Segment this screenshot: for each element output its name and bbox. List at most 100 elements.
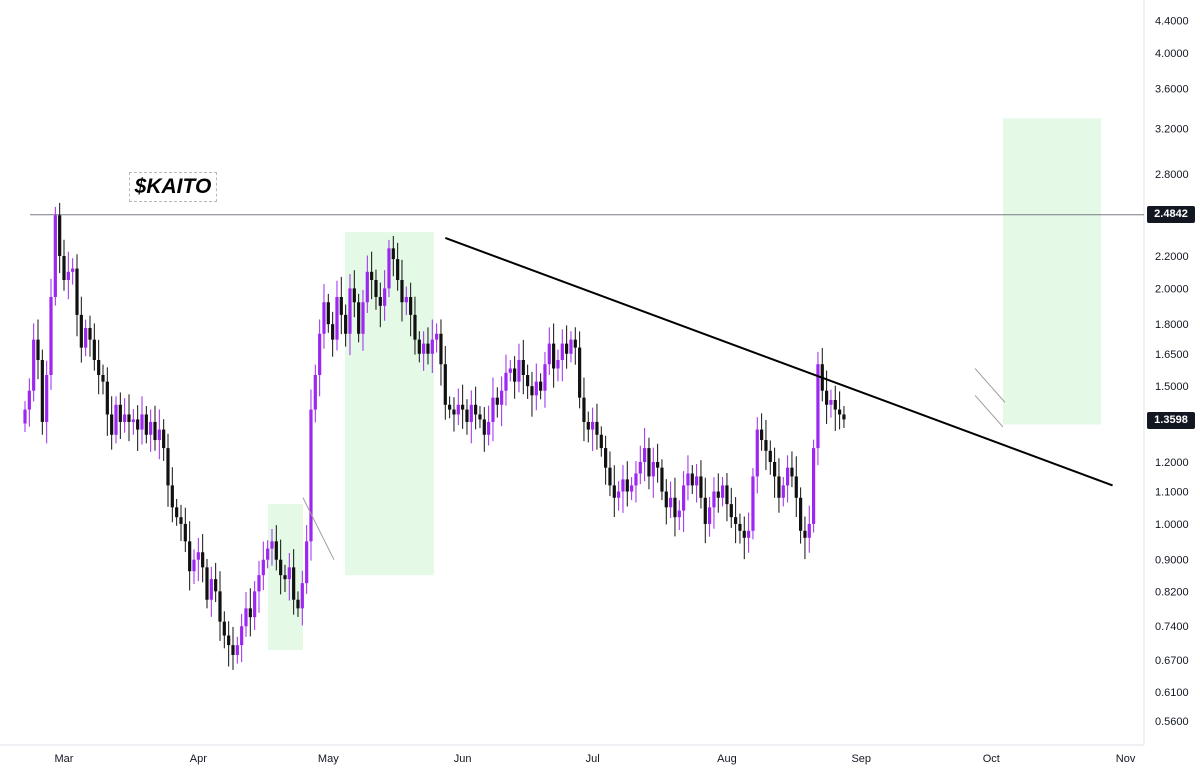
candle — [647, 437, 651, 490]
candle — [270, 529, 274, 566]
candle — [513, 356, 517, 399]
candle — [838, 391, 842, 430]
target-zones — [268, 118, 1101, 651]
candle — [461, 384, 465, 429]
candle — [560, 329, 564, 382]
candle — [23, 401, 27, 433]
candle — [842, 406, 846, 429]
candle — [175, 498, 179, 526]
candle — [79, 296, 83, 363]
candle — [183, 507, 187, 553]
candle — [309, 389, 313, 561]
candle — [738, 513, 742, 544]
candle — [712, 477, 716, 529]
candle — [248, 588, 252, 637]
price-tick-label: 1.2000 — [1155, 457, 1189, 469]
candle — [326, 293, 330, 333]
time-tick-label: May — [318, 753, 339, 765]
candle — [469, 390, 473, 444]
candle — [703, 477, 707, 544]
candle — [149, 409, 153, 452]
candle — [521, 339, 525, 395]
candle — [621, 465, 625, 513]
candle — [682, 471, 686, 532]
price-tick-label: 1.8000 — [1155, 319, 1189, 331]
flag-line-may — [302, 497, 335, 560]
candle — [318, 319, 322, 397]
candle — [465, 399, 469, 435]
annotations — [302, 237, 1113, 560]
time-tick-label: Sep — [851, 753, 871, 765]
candle — [643, 427, 647, 482]
candle — [487, 405, 491, 446]
price-tick-label: 0.7400 — [1155, 621, 1189, 633]
candle — [75, 254, 79, 337]
candle — [742, 516, 746, 560]
price-tick-label: 1.1000 — [1155, 487, 1189, 499]
candle — [534, 363, 538, 411]
candle — [820, 347, 824, 402]
candle — [123, 398, 127, 433]
candle — [201, 534, 205, 583]
candle — [417, 331, 421, 363]
candle — [400, 259, 404, 322]
time-tick-label: Jul — [586, 753, 600, 765]
ticker-label[interactable]: $KAITO — [129, 172, 217, 202]
candle — [218, 571, 222, 641]
candle — [690, 465, 694, 495]
candle — [71, 258, 75, 285]
price-tick-label: 0.5600 — [1155, 716, 1189, 728]
candle — [261, 541, 265, 591]
price-tick-label: 1.6500 — [1155, 349, 1189, 361]
candle — [725, 473, 729, 522]
candle — [812, 439, 816, 533]
candle — [374, 269, 378, 310]
price-tick-label: 1.0000 — [1155, 519, 1189, 531]
candle — [500, 376, 504, 427]
candle — [547, 327, 551, 375]
time-tick-label: Nov — [1116, 753, 1136, 765]
candle — [543, 351, 547, 408]
candle — [404, 286, 408, 316]
candle — [664, 479, 668, 525]
candle — [32, 323, 36, 402]
candle — [179, 504, 183, 541]
candle — [322, 284, 326, 349]
candle — [422, 331, 426, 371]
candle — [257, 560, 261, 613]
candle — [578, 331, 582, 409]
price-tick-label: 3.2000 — [1155, 124, 1189, 136]
candle — [751, 468, 755, 540]
price-tick-label: 0.8200 — [1155, 586, 1189, 598]
candle — [426, 327, 430, 365]
candle — [383, 270, 387, 321]
candle — [448, 396, 452, 419]
candle — [768, 440, 772, 475]
candle — [352, 270, 356, 318]
candle — [456, 388, 460, 426]
candle — [45, 360, 49, 444]
candle — [387, 239, 391, 297]
candle — [478, 406, 482, 429]
candle — [625, 461, 629, 507]
candle — [300, 570, 304, 626]
price-tick-label: 2.2000 — [1155, 251, 1189, 263]
price-tick-label: 0.6100 — [1155, 687, 1189, 699]
flag-line-oct-bottom — [974, 394, 1004, 428]
candle — [699, 460, 703, 509]
candle — [786, 455, 790, 503]
target-zone-2 — [345, 232, 434, 576]
candle — [599, 426, 603, 457]
candle — [803, 516, 807, 560]
candle — [244, 592, 248, 637]
candle — [153, 405, 157, 451]
candle — [452, 397, 456, 432]
candle — [721, 477, 725, 507]
candle — [279, 539, 283, 595]
candle — [114, 396, 118, 444]
candle — [53, 206, 57, 306]
candle — [209, 566, 213, 617]
candle — [495, 387, 499, 418]
